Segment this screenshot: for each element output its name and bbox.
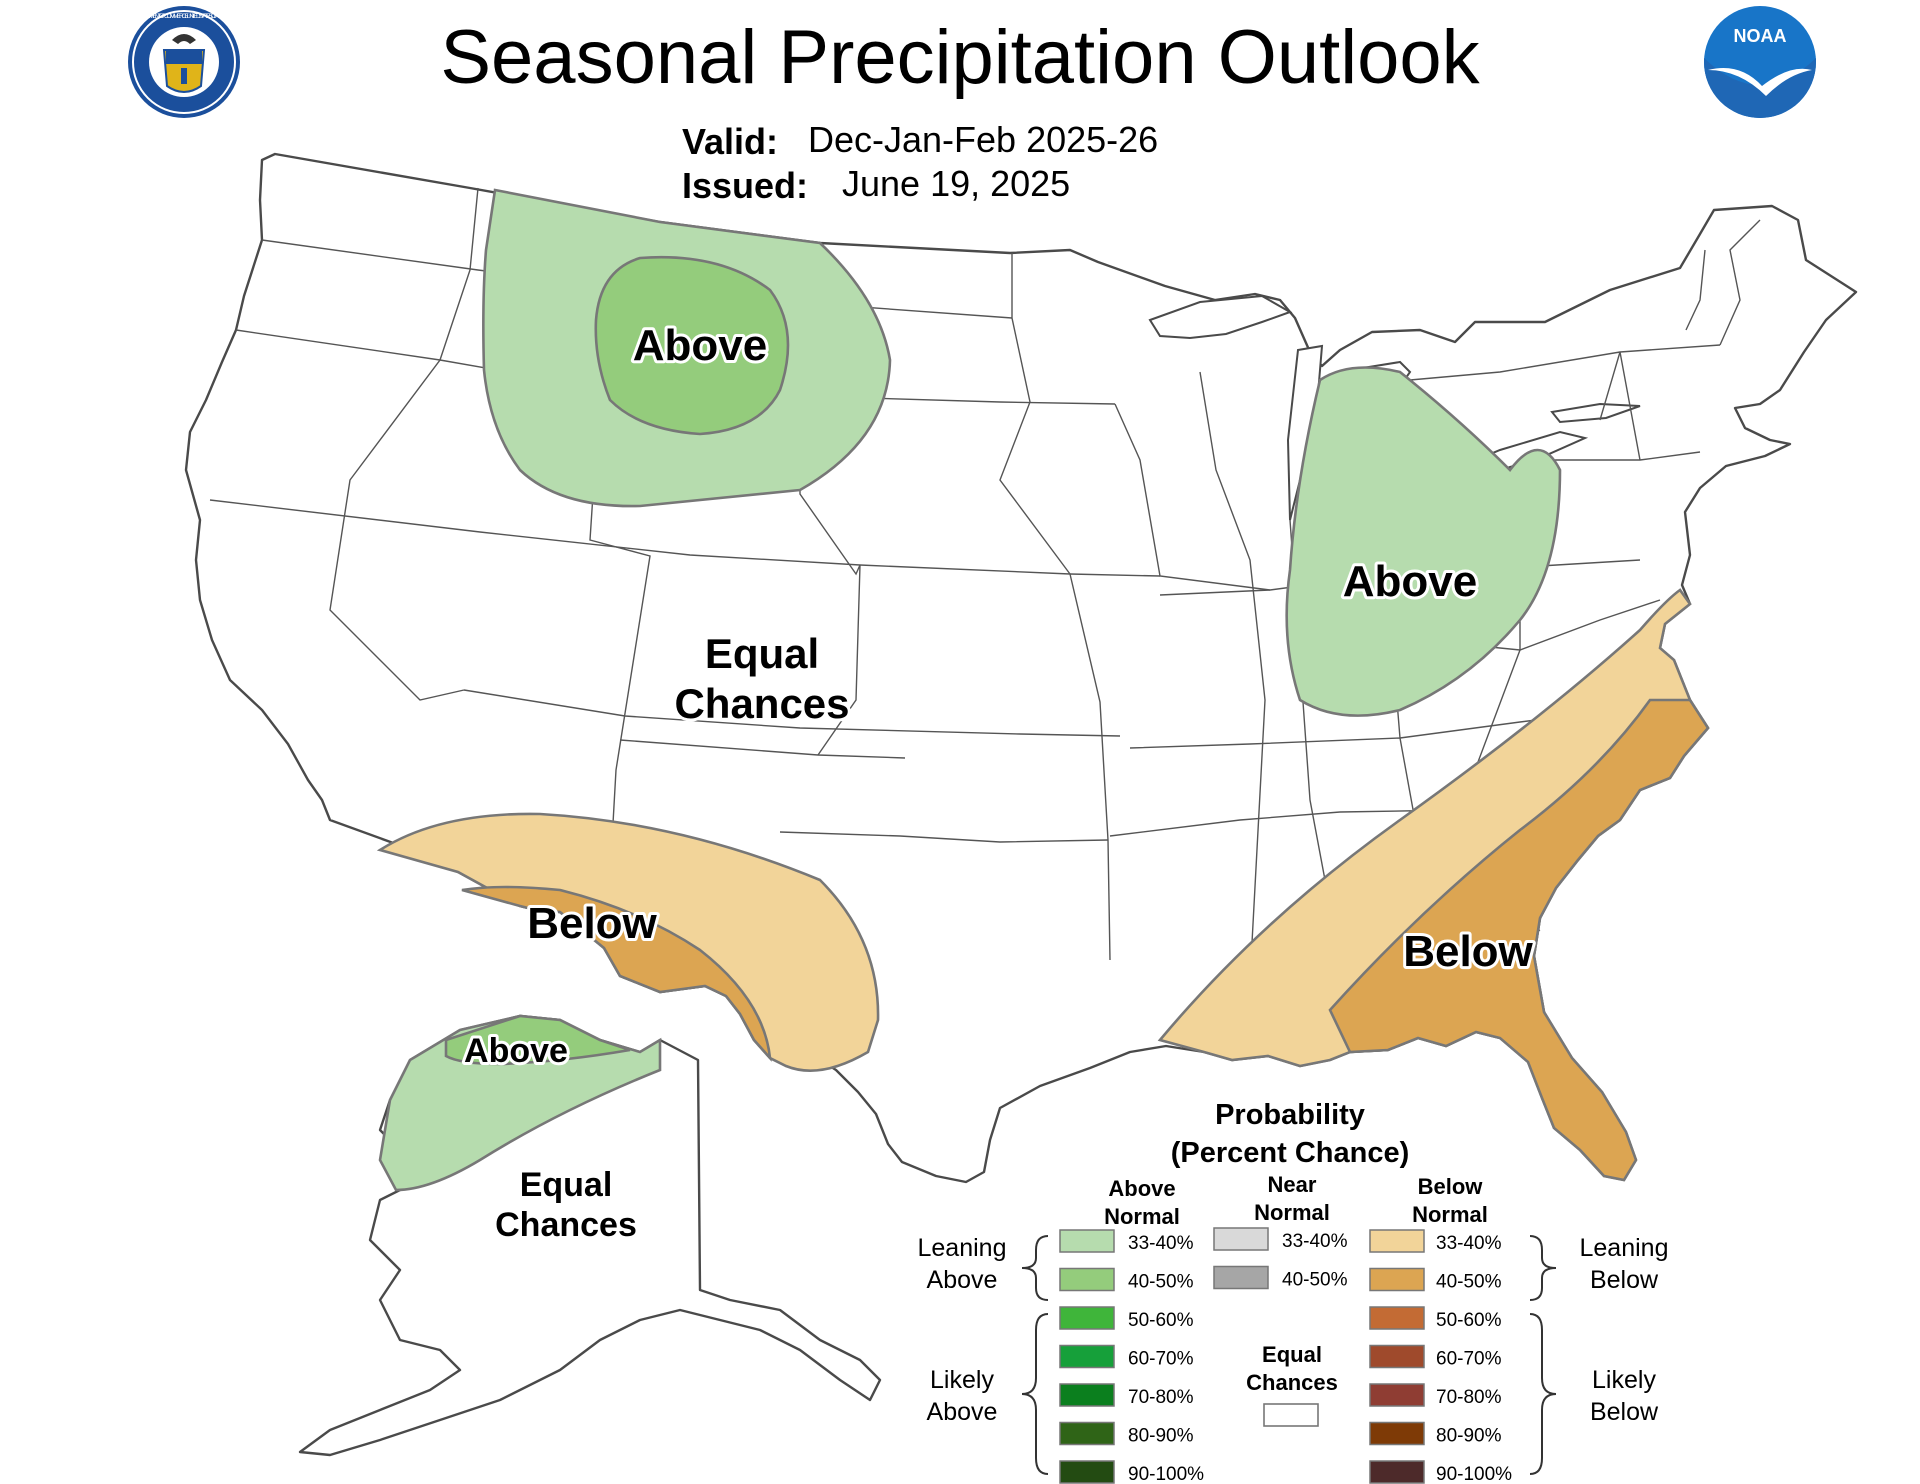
legend-swatch-below-4 <box>1369 1383 1425 1407</box>
legend-swatch-label-below-0: 33-40% <box>1436 1233 1502 1254</box>
conus-map <box>184 152 1858 1184</box>
alaska-outline <box>298 1014 882 1457</box>
likely-above-brace <box>1021 1313 1049 1475</box>
legend-swatch-label-below-5: 80-90% <box>1436 1426 1502 1447</box>
map-label-above-alaska: Above <box>464 1032 568 1070</box>
legend-above-header-1: Above <box>1108 1176 1175 1201</box>
map-label-above-north: Above <box>633 321 767 370</box>
legend-near-header-2: Normal <box>1254 1200 1330 1225</box>
map-label-below-southwest: Below <box>527 899 657 948</box>
legend-swatch-below-6 <box>1369 1460 1425 1484</box>
legend-above-items: 33-40% 40-50% 50-60% 60-70% 70-80% 80-90% 90-1… <box>1059 1229 1204 1484</box>
legend-swatch-above-2 <box>1059 1306 1115 1330</box>
zone-below-southeast-40-50 <box>1328 698 1710 1182</box>
zone-above-north-plains-40-50 <box>594 255 790 436</box>
page-title: Seasonal Precipitation Outlook <box>440 15 1480 100</box>
legend-near-items: 33-40% 40-50% <box>1213 1227 1348 1291</box>
likely-above-label-1: Likely <box>930 1366 994 1394</box>
zone-above-alaska-40-50 <box>444 1014 631 1066</box>
likely-above-label-2: Above <box>927 1398 998 1426</box>
noaa-logo-text: NOAA <box>1734 26 1787 46</box>
legend-equal-label-1: Equal <box>1262 1342 1322 1367</box>
legend-swatch-near-0 <box>1213 1227 1269 1251</box>
legend-swatch-below-3 <box>1369 1344 1425 1369</box>
likely-below-label-1: Likely <box>1592 1366 1656 1394</box>
noaa-logo: NOAA <box>1704 6 1816 118</box>
legend: Probability (Percent Chance) Above Norma… <box>918 1099 1669 1484</box>
likely-below-brace <box>1529 1313 1557 1475</box>
legend-swatch-label-above-5: 80-90% <box>1128 1426 1194 1447</box>
legend-swatch-below-2 <box>1369 1306 1425 1330</box>
legend-swatch-above-6 <box>1059 1460 1115 1484</box>
commerce-seal-text: DEPARTMENT OF COMMERCE · UNITED STATES O… <box>135 13 234 20</box>
map-label-equal-alaska-1: Equal <box>520 1166 613 1204</box>
legend-equal-swatch <box>1263 1403 1319 1427</box>
legend-swatch-above-4 <box>1059 1383 1115 1407</box>
leaning-above-brace <box>1021 1235 1049 1301</box>
legend-swatch-label-near-0: 33-40% <box>1282 1231 1348 1252</box>
legend-swatch-label-below-2: 50-60% <box>1436 1310 1502 1331</box>
legend-swatch-label-below-1: 40-50% <box>1436 1272 1502 1293</box>
issued-label: Issued: <box>682 165 808 206</box>
legend-swatch-label-above-0: 33-40% <box>1128 1233 1194 1254</box>
legend-swatch-label-above-4: 70-80% <box>1128 1387 1194 1408</box>
map-label-equal-conus-1: Equal <box>705 630 819 677</box>
leaning-above-label-2: Above <box>927 1266 998 1294</box>
legend-below-header-1: Below <box>1418 1174 1484 1199</box>
legend-swatch-below-5 <box>1369 1421 1425 1446</box>
legend-swatch-label-above-1: 40-50% <box>1128 1272 1194 1293</box>
map-label-below-southeast: Below <box>1403 927 1533 976</box>
legend-swatch-label-below-4: 70-80% <box>1436 1387 1502 1408</box>
map-label-equal-alaska-2: Chances <box>495 1206 637 1244</box>
legend-below-items: 33-40% 40-50% 50-60% 60-70% 70-80% 80-90% 90-1… <box>1369 1229 1512 1484</box>
legend-near-header-1: Near <box>1268 1172 1317 1197</box>
legend-equal-label-2: Chances <box>1246 1370 1338 1395</box>
legend-swatch-above-1 <box>1059 1267 1115 1292</box>
legend-swatch-label-near-1: 40-50% <box>1282 1270 1348 1291</box>
zone-below-southwest-40-50 <box>461 885 772 1062</box>
leaning-below-label-1: Leaning <box>1580 1234 1669 1262</box>
valid-label: Valid: <box>682 121 778 162</box>
legend-above-header-2: Normal <box>1104 1204 1180 1229</box>
legend-swatch-near-1 <box>1213 1265 1269 1290</box>
legend-swatch-above-3 <box>1059 1344 1115 1369</box>
legend-swatch-below-1 <box>1369 1267 1425 1292</box>
leaning-above-label-1: Leaning <box>918 1234 1007 1262</box>
legend-swatch-above-5 <box>1059 1421 1115 1446</box>
issued-value: June 19, 2025 <box>842 163 1070 204</box>
likely-below-label-2: Below <box>1590 1398 1659 1426</box>
legend-title-2: (Percent Chance) <box>1171 1137 1410 1169</box>
leaning-below-label-2: Below <box>1590 1266 1659 1294</box>
leaning-below-brace <box>1529 1235 1557 1301</box>
department-of-commerce-seal: DEPARTMENT OF COMMERCE · UNITED STATES O… <box>128 6 240 118</box>
legend-swatch-label-below-6: 90-100% <box>1436 1464 1512 1484</box>
legend-swatch-below-0 <box>1369 1229 1425 1253</box>
zone-above-ohio-valley-33-40 <box>1285 366 1562 717</box>
valid-value: Dec-Jan-Feb 2025-26 <box>808 119 1158 160</box>
legend-title-1: Probability <box>1215 1099 1365 1131</box>
legend-swatch-above-0 <box>1059 1229 1115 1253</box>
legend-swatch-label-below-3: 60-70% <box>1436 1349 1502 1370</box>
alaska-map <box>298 1014 882 1457</box>
map-label-equal-conus-2: Chances <box>674 680 849 727</box>
map-labels: Above Above Equal Chances Below Below Ab… <box>461 318 1537 1247</box>
legend-swatch-label-above-6: 90-100% <box>1128 1464 1204 1484</box>
map-label-above-ohio: Above <box>1343 557 1477 606</box>
zone-above-alaska-33-40 <box>378 1014 662 1192</box>
legend-below-header-2: Normal <box>1412 1202 1488 1227</box>
legend-swatch-label-above-3: 60-70% <box>1128 1349 1194 1370</box>
legend-swatch-label-above-2: 50-60% <box>1128 1310 1194 1331</box>
